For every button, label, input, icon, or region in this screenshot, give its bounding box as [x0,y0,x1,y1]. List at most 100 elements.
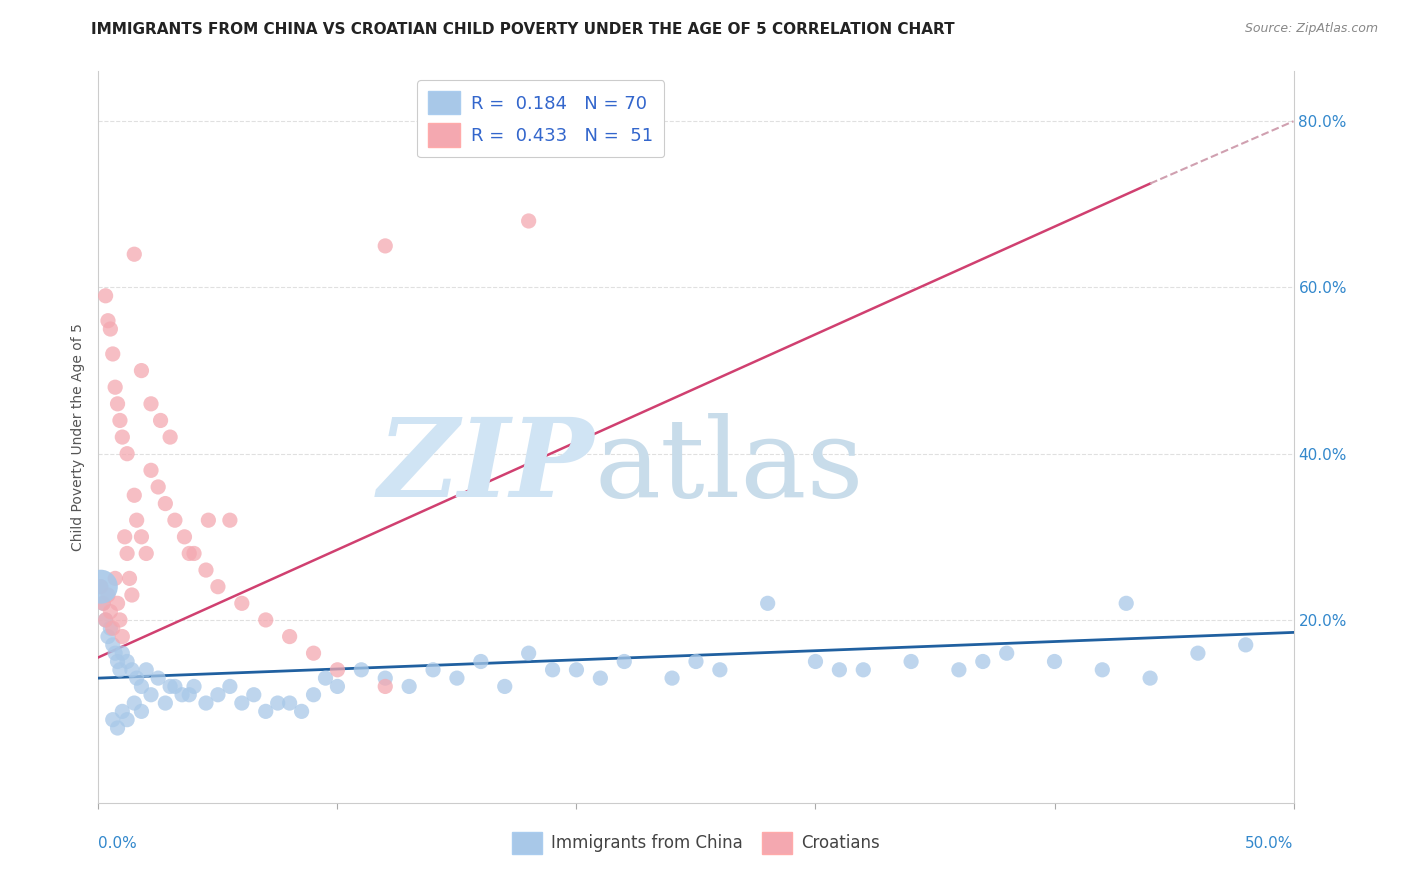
Point [219,513,242,527]
Text: ZIP: ZIP [378,413,595,520]
Point [470,655,492,669]
Point [104,646,127,660]
Point [94,613,117,627]
Point [131,530,153,544]
Point [278,696,301,710]
Point [1139,671,1161,685]
Point [131,363,153,377]
Point [804,655,827,669]
Point [94,289,117,303]
Point [135,546,157,560]
Point [302,688,325,702]
Point [541,663,564,677]
Point [131,705,153,719]
Point [398,680,420,694]
Point [97,314,120,328]
Point [107,596,129,610]
Point [159,430,181,444]
Point [589,671,612,685]
Point [613,655,636,669]
Point [173,530,195,544]
Point [852,663,875,677]
Point [107,655,129,669]
Point [422,663,444,677]
Point [108,663,131,677]
Point [254,613,277,627]
Point [111,430,134,444]
Point [172,688,194,702]
Point [155,497,177,511]
Point [94,613,117,627]
Point [278,630,301,644]
Point [111,646,134,660]
Point [139,688,162,702]
Point [124,696,146,710]
Point [115,447,138,461]
Point [163,513,186,527]
Point [104,571,127,585]
Point [1187,646,1209,660]
Point [195,563,218,577]
Point [291,705,314,719]
Point [148,480,170,494]
Point [326,680,349,694]
Point [124,247,146,261]
Point [374,680,396,694]
Point [98,605,122,619]
Point [326,663,349,677]
Point [125,671,148,685]
Point [101,347,124,361]
Point [685,655,707,669]
Point [828,663,851,677]
Point [267,696,290,710]
Point [115,713,138,727]
Point [517,646,540,660]
Point [350,663,373,677]
Point [446,671,468,685]
Point [565,663,588,677]
Point [97,630,120,644]
Point [972,655,994,669]
Point [97,588,120,602]
Point [159,680,181,694]
Point [115,655,138,669]
Point [195,696,218,710]
Point [948,663,970,677]
Point [207,688,229,702]
Point [1091,663,1114,677]
Point [183,680,205,694]
Point [183,546,205,560]
Point [101,621,124,635]
Point [108,413,131,427]
Point [231,596,253,610]
Point [995,646,1018,660]
Point [114,530,136,544]
Point [179,546,201,560]
Point [231,696,253,710]
Point [101,638,124,652]
Point [155,696,177,710]
Point [374,671,396,685]
Point [107,721,129,735]
Point [90,580,112,594]
Point [118,571,141,585]
Point [900,655,922,669]
Y-axis label: Child Poverty Under the Age of 5: Child Poverty Under the Age of 5 [70,323,84,551]
Point [107,397,129,411]
Point [139,397,162,411]
Point [661,671,683,685]
Point [1115,596,1137,610]
Point [149,413,172,427]
Point [98,621,122,635]
Point [756,596,779,610]
Point [709,663,731,677]
Point [104,380,127,394]
Point [302,646,325,660]
Point [197,513,219,527]
Text: IMMIGRANTS FROM CHINA VS CROATIAN CHILD POVERTY UNDER THE AGE OF 5 CORRELATION C: IMMIGRANTS FROM CHINA VS CROATIAN CHILD … [91,22,955,37]
Point [98,322,122,336]
Text: Source: ZipAtlas.com: Source: ZipAtlas.com [1244,22,1378,36]
Point [1043,655,1066,669]
Point [1234,638,1257,652]
Point [219,680,242,694]
